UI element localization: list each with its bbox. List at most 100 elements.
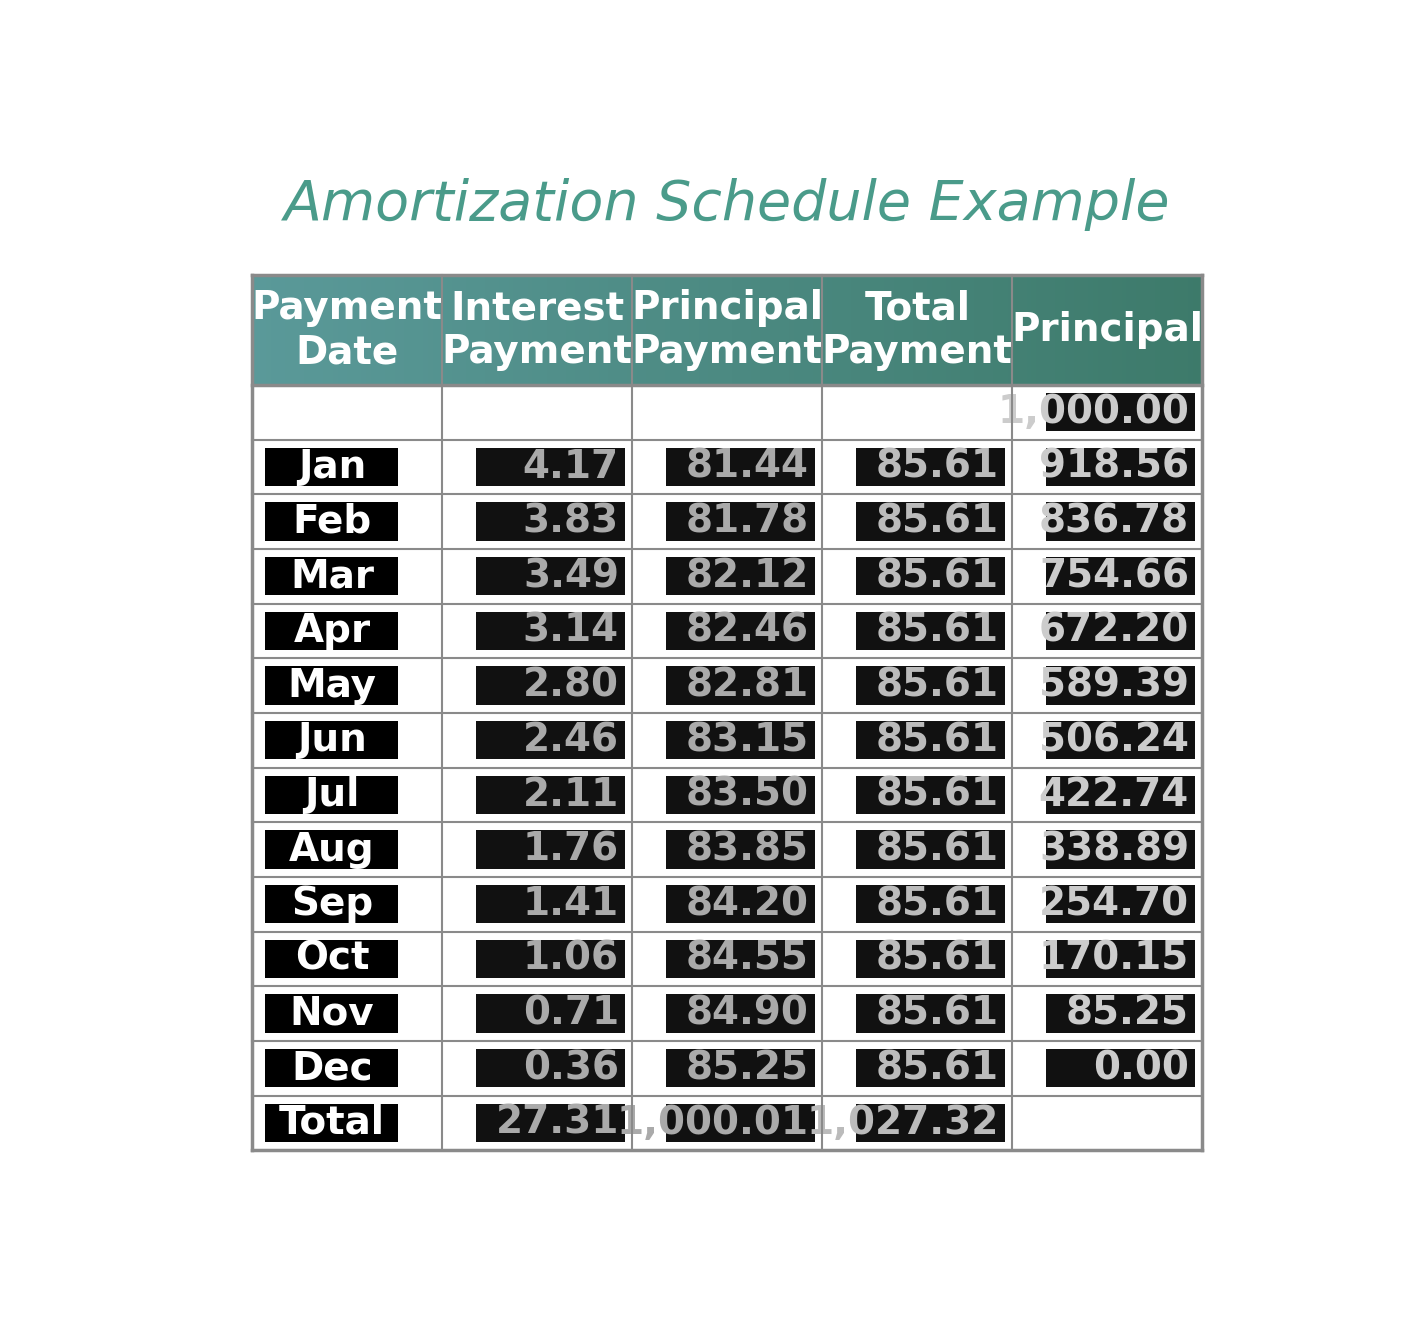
Text: 82.81: 82.81 (685, 667, 809, 704)
Bar (690, 276, 695, 384)
Bar (742, 276, 748, 384)
Text: 85.25: 85.25 (1066, 995, 1189, 1033)
Bar (927, 276, 932, 384)
Bar (1040, 276, 1047, 384)
Text: 81.44: 81.44 (685, 448, 809, 486)
Bar (480, 276, 487, 384)
Bar (860, 276, 866, 384)
Text: 85.61: 85.61 (876, 885, 999, 923)
Bar (661, 276, 667, 384)
Text: 2.80: 2.80 (524, 667, 619, 704)
Text: 1,000.01: 1,000.01 (617, 1104, 809, 1141)
Bar (253, 494, 1202, 548)
Bar (524, 276, 529, 384)
Bar (1046, 394, 1195, 432)
Bar (477, 502, 624, 540)
Bar (514, 276, 519, 384)
Bar (338, 276, 343, 384)
Bar (857, 721, 1005, 760)
Bar (870, 276, 876, 384)
Bar (265, 995, 399, 1033)
Bar (423, 276, 429, 384)
Bar (898, 276, 904, 384)
Bar (856, 276, 861, 384)
Text: 85.61: 85.61 (876, 995, 999, 1033)
Bar (265, 831, 399, 869)
Text: 422.74: 422.74 (1039, 775, 1189, 814)
Bar (528, 276, 534, 384)
Bar (793, 276, 799, 384)
Text: 1,027.32: 1,027.32 (806, 1104, 999, 1141)
Bar (746, 276, 752, 384)
Bar (289, 276, 297, 384)
Text: 85.61: 85.61 (876, 941, 999, 978)
Bar (477, 666, 624, 704)
Bar (1074, 276, 1080, 384)
Bar (667, 775, 815, 814)
Bar (894, 276, 900, 384)
Bar (352, 276, 358, 384)
Bar (299, 276, 305, 384)
Bar (789, 276, 795, 384)
Bar (471, 276, 477, 384)
Bar (333, 276, 339, 384)
Text: 1.41: 1.41 (522, 885, 619, 923)
Bar (477, 995, 624, 1033)
Text: Apr: Apr (294, 612, 370, 650)
Text: 4.17: 4.17 (522, 448, 619, 486)
Bar (1155, 276, 1161, 384)
Bar (532, 276, 538, 384)
Bar (775, 276, 780, 384)
Text: 3.83: 3.83 (522, 502, 619, 540)
Bar (1070, 276, 1076, 384)
Bar (1159, 276, 1165, 384)
Bar (670, 276, 675, 384)
Bar (265, 1049, 399, 1087)
Bar (1098, 276, 1104, 384)
Bar (937, 276, 942, 384)
Bar (969, 276, 975, 384)
Text: 836.78: 836.78 (1039, 502, 1189, 540)
Bar (722, 276, 728, 384)
Bar (908, 276, 914, 384)
Bar (888, 276, 894, 384)
Bar (265, 775, 399, 814)
Text: 2.46: 2.46 (524, 721, 619, 760)
Bar (884, 276, 890, 384)
Bar (617, 276, 624, 384)
Bar (708, 276, 714, 384)
Bar (857, 775, 1005, 814)
Bar (538, 276, 543, 384)
Bar (499, 276, 505, 384)
Bar (494, 276, 501, 384)
Bar (667, 939, 815, 978)
Bar (1145, 276, 1151, 384)
Text: Total: Total (280, 1104, 385, 1141)
Bar (961, 276, 966, 384)
Bar (675, 276, 681, 384)
Text: 3.49: 3.49 (524, 557, 619, 596)
Bar (265, 885, 399, 923)
Bar (1131, 276, 1137, 384)
Text: Jun: Jun (297, 721, 368, 760)
Bar (647, 276, 653, 384)
Bar (761, 276, 766, 384)
Bar (1165, 276, 1171, 384)
Bar (1003, 276, 1009, 384)
Text: 83.15: 83.15 (685, 721, 809, 760)
Bar (1127, 276, 1132, 384)
Text: Oct: Oct (295, 941, 369, 978)
Bar (667, 885, 815, 923)
Bar (728, 276, 734, 384)
Text: Mar: Mar (289, 557, 375, 596)
Bar (751, 276, 756, 384)
Bar (451, 276, 457, 384)
Bar (253, 931, 1202, 987)
Bar (1107, 276, 1112, 384)
Text: 0.00: 0.00 (1093, 1049, 1189, 1087)
Bar (998, 276, 1003, 384)
Bar (955, 276, 961, 384)
Text: Payment
Date: Payment Date (251, 289, 443, 371)
Bar (1046, 612, 1195, 650)
Bar (857, 1104, 1005, 1143)
